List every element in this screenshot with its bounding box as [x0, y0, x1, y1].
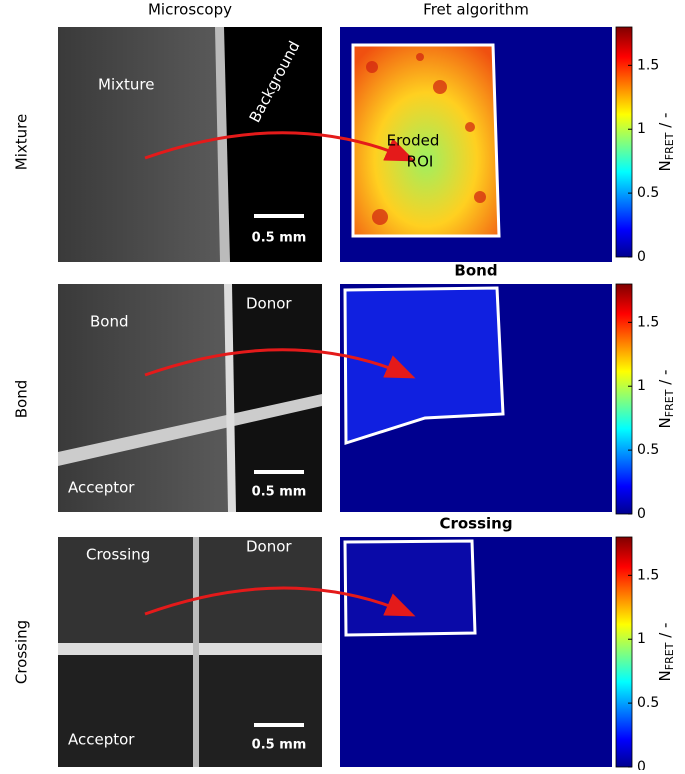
scale-label: 0.5 mm	[252, 738, 307, 753]
microscopy-image	[223, 27, 322, 262]
label-main: N	[656, 160, 674, 171]
column-title: Fret algorithm	[423, 1, 529, 19]
scale-bar	[254, 723, 304, 727]
label-subscript: FRET	[663, 642, 676, 670]
microscopy-image	[58, 537, 322, 650]
texture	[366, 53, 486, 225]
tick-label: 0.5	[637, 185, 659, 201]
edge	[215, 27, 230, 262]
colorbar	[615, 26, 633, 258]
label-suffix: / -	[656, 113, 674, 133]
panel-title: Crossing	[439, 515, 512, 533]
annotation: Acceptor	[68, 479, 135, 497]
edge	[58, 643, 322, 655]
label-subscript: FRET	[663, 132, 676, 160]
arrow	[144, 131, 416, 162]
label-suffix: / -	[656, 623, 674, 643]
tick-label: 1.5	[637, 57, 659, 73]
annotation: Bond	[90, 313, 129, 331]
panel-title: Bond	[454, 262, 497, 280]
label-main: N	[656, 417, 674, 428]
tick-label: 0.5	[637, 442, 659, 458]
tick-label: 0.5	[637, 695, 659, 711]
roi	[351, 43, 501, 238]
arrow	[144, 348, 416, 379]
edge	[58, 394, 322, 466]
annotation: Donor	[246, 295, 292, 313]
scale-bar	[254, 214, 304, 218]
label-main: N	[656, 670, 674, 681]
tick-label: 0	[637, 759, 646, 770]
scale-bar	[254, 470, 304, 474]
edge	[224, 284, 236, 512]
tick-label: 0	[637, 249, 646, 265]
tick-label: 1	[637, 378, 646, 394]
row: Mixture Background 0.5 mm Eroded ROI	[58, 27, 612, 262]
colorbar-label: NFRET / -	[656, 623, 677, 682]
row-label: Bond	[13, 380, 31, 419]
microscopy-image	[58, 27, 223, 262]
label-subscript: FRET	[663, 389, 676, 417]
edge	[193, 537, 199, 767]
microscopy-image	[58, 284, 228, 512]
colorbar-label: NFRET / -	[656, 113, 677, 172]
colorbar-label: NFRET / -	[656, 370, 677, 429]
roi	[343, 286, 505, 446]
scale-label: 0.5 mm	[252, 231, 307, 246]
tick-label: 0	[637, 506, 646, 522]
annotation: Crossing	[86, 546, 150, 564]
colorbar	[615, 283, 633, 515]
roi	[343, 539, 477, 637]
arrow	[144, 586, 416, 617]
row: Bond Donor Acceptor 0.5 mm	[58, 284, 612, 512]
tick-label: 1	[637, 631, 646, 647]
row-label: Mixture	[13, 114, 31, 170]
microscopy-image	[58, 650, 322, 767]
roi-label: Eroded	[387, 132, 440, 150]
roi-label: ROI	[407, 153, 434, 171]
tick-label: 1.5	[637, 314, 659, 330]
tick-label: 1.5	[637, 567, 659, 583]
scale-label: 0.5 mm	[252, 485, 307, 500]
tick-label: 1	[637, 121, 646, 137]
row-label: Crossing	[13, 620, 31, 684]
column-title: Microscopy	[148, 1, 232, 19]
annotation: Donor	[246, 538, 292, 556]
row: Crossing Donor Acceptor 0.5 mm	[58, 537, 612, 767]
annotation: Acceptor	[68, 731, 135, 749]
label-suffix: / -	[656, 370, 674, 390]
annotation: Mixture	[98, 76, 154, 94]
colorbar	[615, 536, 633, 768]
